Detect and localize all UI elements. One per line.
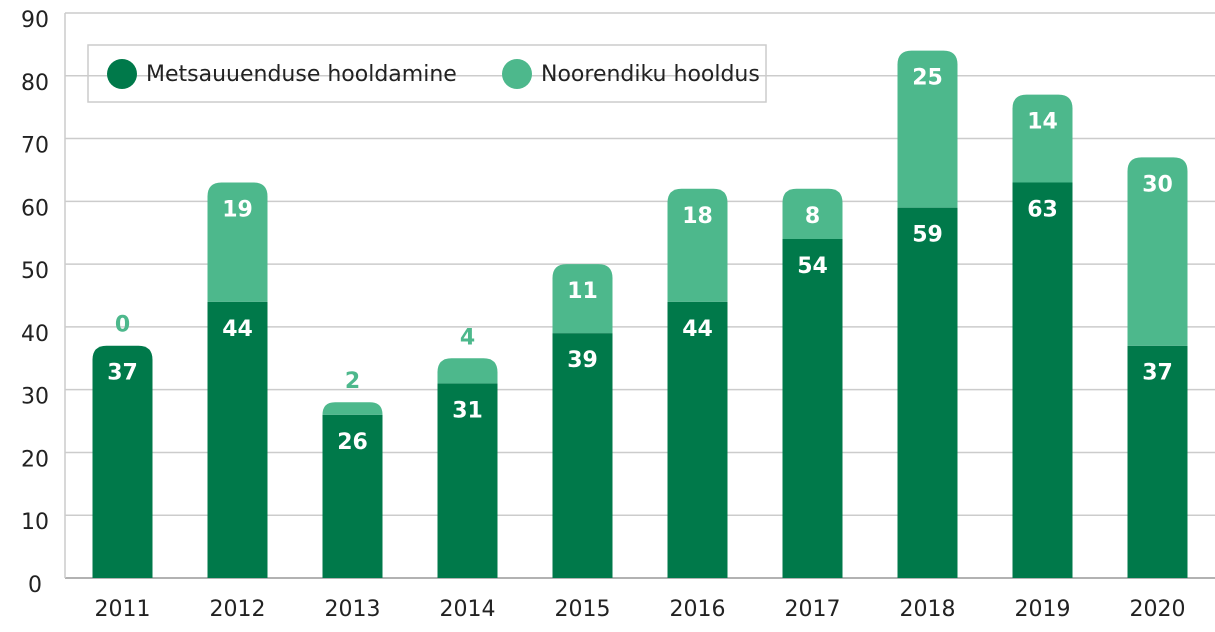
bar-segment: [322, 402, 383, 415]
x-tick-label: 2018: [900, 597, 956, 622]
value-label: 63: [1027, 198, 1058, 223]
bar-segment: [782, 188, 843, 239]
y-tick-label: 90: [21, 8, 49, 33]
value-label: 11: [567, 279, 598, 304]
x-tick-label: 2012: [210, 597, 266, 622]
x-tick-label: 2019: [1015, 597, 1071, 622]
value-label: 4: [460, 325, 475, 350]
y-tick-label: 0: [28, 573, 42, 598]
value-label: 59: [912, 223, 943, 248]
bar-segment: [552, 264, 613, 334]
value-label: 0: [115, 313, 130, 338]
y-tick-label: 30: [21, 385, 49, 410]
bar-segment: [207, 182, 268, 302]
y-tick-label: 40: [21, 322, 49, 347]
value-label: 37: [1142, 361, 1173, 386]
legend-marker: [107, 59, 137, 89]
value-label: 31: [452, 398, 483, 423]
bar-segment: [437, 358, 498, 384]
y-tick-label: 10: [21, 510, 49, 535]
x-tick-label: 2011: [95, 597, 151, 622]
bar-segment: [897, 50, 958, 208]
y-tick-label: 70: [21, 134, 49, 159]
x-tick-label: 2017: [785, 597, 841, 622]
bar-segment: [552, 333, 613, 578]
legend-label: Noorendiku hooldus: [541, 62, 760, 87]
value-label: 44: [682, 317, 713, 342]
bar-segment: [1127, 345, 1188, 578]
value-label: 44: [222, 317, 253, 342]
value-label: 26: [337, 430, 368, 455]
bar-segment: [92, 345, 153, 578]
bar-segment: [897, 207, 958, 578]
bar-segment: [1012, 94, 1073, 183]
legend-label: Metsauuenduse hooldamine: [146, 62, 457, 87]
bar-segment: [1012, 182, 1073, 578]
bar-segment: [437, 383, 498, 578]
x-tick-label: 2016: [670, 597, 726, 622]
bar-segment: [667, 301, 728, 578]
value-label: 54: [797, 254, 828, 279]
y-tick-label: 20: [21, 447, 49, 472]
legend-box: [87, 44, 767, 103]
value-label: 39: [567, 348, 598, 373]
value-label: 18: [682, 204, 713, 229]
y-tick-label: 60: [21, 196, 49, 221]
x-tick-label: 2020: [1130, 597, 1186, 622]
legend-marker: [502, 59, 532, 89]
x-tick-label: 2013: [325, 597, 381, 622]
value-label: 8: [805, 204, 820, 229]
bar-segment: [207, 301, 268, 578]
bar-segment: [667, 188, 728, 302]
y-tick-label: 50: [21, 259, 49, 284]
value-label: 25: [912, 66, 943, 91]
bar-segment: [1127, 157, 1188, 346]
value-label: 37: [107, 361, 138, 386]
x-tick-label: 2014: [440, 597, 496, 622]
y-tick-label: 80: [21, 71, 49, 96]
value-label: 14: [1027, 110, 1058, 135]
value-label: 30: [1142, 172, 1173, 197]
value-label: 19: [222, 198, 253, 223]
x-tick-label: 2015: [555, 597, 611, 622]
bar-segment: [322, 414, 383, 578]
value-label: 2: [345, 369, 360, 394]
bar-segment: [782, 239, 843, 578]
